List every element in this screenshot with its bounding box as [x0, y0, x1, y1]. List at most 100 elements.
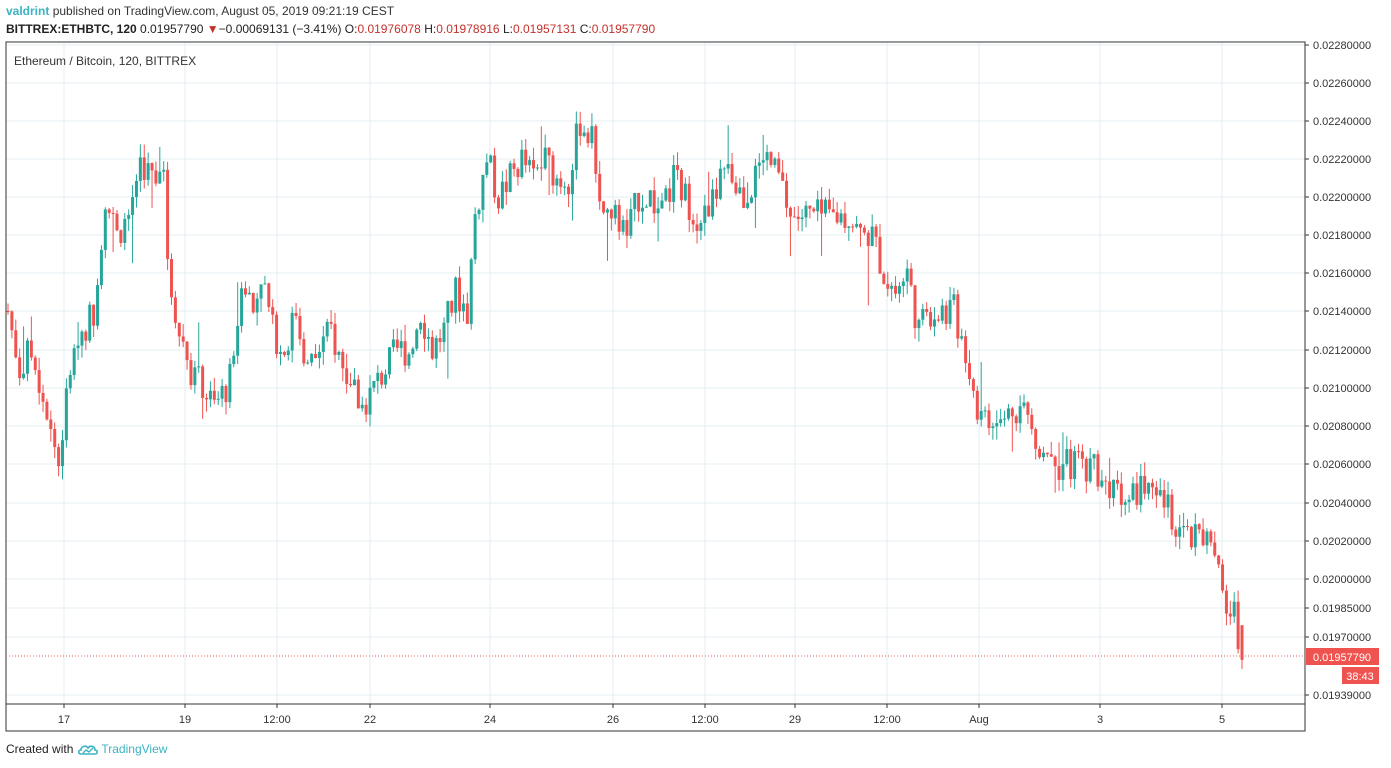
candle-body — [695, 224, 699, 231]
candle-body — [310, 353, 314, 363]
candle-body — [816, 199, 820, 212]
candle-body — [119, 230, 123, 243]
candle-body — [913, 285, 917, 329]
candle-body — [613, 204, 617, 219]
candle-body — [956, 294, 960, 339]
candle-body — [465, 303, 469, 324]
candle-body — [446, 300, 450, 323]
candle-body — [131, 197, 135, 216]
price-tick-label: 0.01985000 — [1313, 603, 1371, 615]
price-tick-label: 0.02000000 — [1313, 574, 1371, 586]
candle-body — [578, 123, 582, 137]
candle-body — [520, 149, 524, 178]
candle-body — [512, 163, 516, 169]
candle-body — [306, 362, 310, 364]
candle-body — [1162, 490, 1166, 508]
candle-body — [247, 292, 251, 295]
candle-body — [275, 314, 279, 354]
candle-body — [827, 199, 831, 210]
candle-body — [1003, 418, 1007, 420]
candle-body — [263, 283, 267, 285]
candle-body — [625, 220, 629, 236]
candle-body — [142, 157, 146, 180]
candle-body — [208, 390, 212, 400]
candle-body — [469, 259, 473, 324]
candle-body — [341, 351, 345, 369]
candle-body — [224, 386, 228, 403]
candle-body — [68, 375, 72, 389]
candle-body — [1115, 479, 1119, 484]
candle-body — [177, 322, 181, 337]
price-axis[interactable]: 0.02280000 0.02260000 0.02240000 0.02220000… — [1305, 40, 1371, 702]
candle-body — [158, 171, 162, 184]
time-tick-label: 17 — [58, 714, 70, 726]
candle-body — [267, 283, 271, 308]
candle-body — [995, 423, 999, 427]
candle-body — [621, 220, 625, 232]
candle-body — [738, 187, 742, 194]
candle-body — [991, 426, 995, 429]
candlestick-chart[interactable]: Ethereum / Bitcoin, 120, BITTREX 0.02280… — [0, 0, 1391, 740]
candle-body — [201, 366, 205, 398]
price-tick-label: 0.02180000 — [1313, 230, 1371, 242]
candle-body — [123, 218, 127, 243]
candle-body — [403, 341, 407, 366]
candle-body — [1053, 456, 1057, 467]
candle-body — [1135, 483, 1139, 505]
price-tick-label: 0.02100000 — [1313, 383, 1371, 395]
candle-body — [1166, 494, 1170, 508]
candle-body — [1174, 529, 1178, 537]
candle-body — [987, 410, 991, 429]
candle-body — [1112, 479, 1116, 499]
candle-body — [493, 155, 497, 198]
candle-body — [345, 368, 349, 384]
candle-body — [282, 351, 286, 356]
candle-body — [1006, 408, 1010, 419]
candle-body — [559, 178, 563, 187]
tradingview-logo[interactable]: TradingView — [77, 742, 167, 756]
candle-body — [909, 268, 913, 286]
author-link[interactable]: valdrint — [6, 4, 50, 18]
candle-body — [769, 152, 773, 165]
candle-body — [298, 316, 302, 340]
candle-body — [356, 379, 360, 409]
price-tick-label: 0.02160000 — [1313, 268, 1371, 280]
candle-body — [971, 379, 975, 391]
candle-body — [812, 208, 816, 212]
candle-body — [1073, 451, 1077, 480]
candle-body — [376, 372, 380, 382]
candle-body — [72, 348, 76, 376]
candle-body — [1224, 590, 1228, 614]
candle-body — [1022, 402, 1026, 407]
candle-body — [1127, 499, 1131, 503]
candle-body — [372, 381, 376, 388]
candle-body — [535, 167, 539, 169]
candle-body — [687, 183, 691, 221]
candle-body — [454, 277, 458, 313]
time-tick-label: 12:00 — [873, 714, 901, 726]
candle-body — [228, 363, 232, 403]
candle-body — [894, 285, 898, 294]
candle-body — [333, 323, 337, 355]
candle-body — [1119, 483, 1123, 505]
time-axis[interactable]: 17 19 12:00 22 24 26 12:00 29 12:00 Aug 3 5 — [58, 704, 1225, 726]
candle-body — [302, 339, 306, 364]
candle-body — [1088, 458, 1092, 482]
candle-body — [243, 288, 247, 295]
candle-body — [384, 374, 388, 385]
candle-body — [648, 190, 652, 207]
price-tick-label: 0.02240000 — [1313, 116, 1371, 128]
price-tick-label: 0.02260000 — [1313, 78, 1371, 90]
change-arrow-icon: ▼ — [206, 22, 219, 36]
candle-body — [1038, 448, 1042, 458]
candle-body — [14, 330, 18, 358]
plot-frame — [5, 41, 1306, 732]
candle-body — [1030, 414, 1034, 430]
price-tick-label: 0.02220000 — [1313, 154, 1371, 166]
published-text: published on TradingView.com, August 05,… — [52, 4, 395, 18]
candle-body — [1143, 475, 1147, 494]
last-price-badge-label: 0.01957790 — [1313, 652, 1371, 664]
candle-body — [644, 206, 648, 208]
candle-body — [637, 192, 641, 212]
candle-body — [664, 188, 668, 201]
